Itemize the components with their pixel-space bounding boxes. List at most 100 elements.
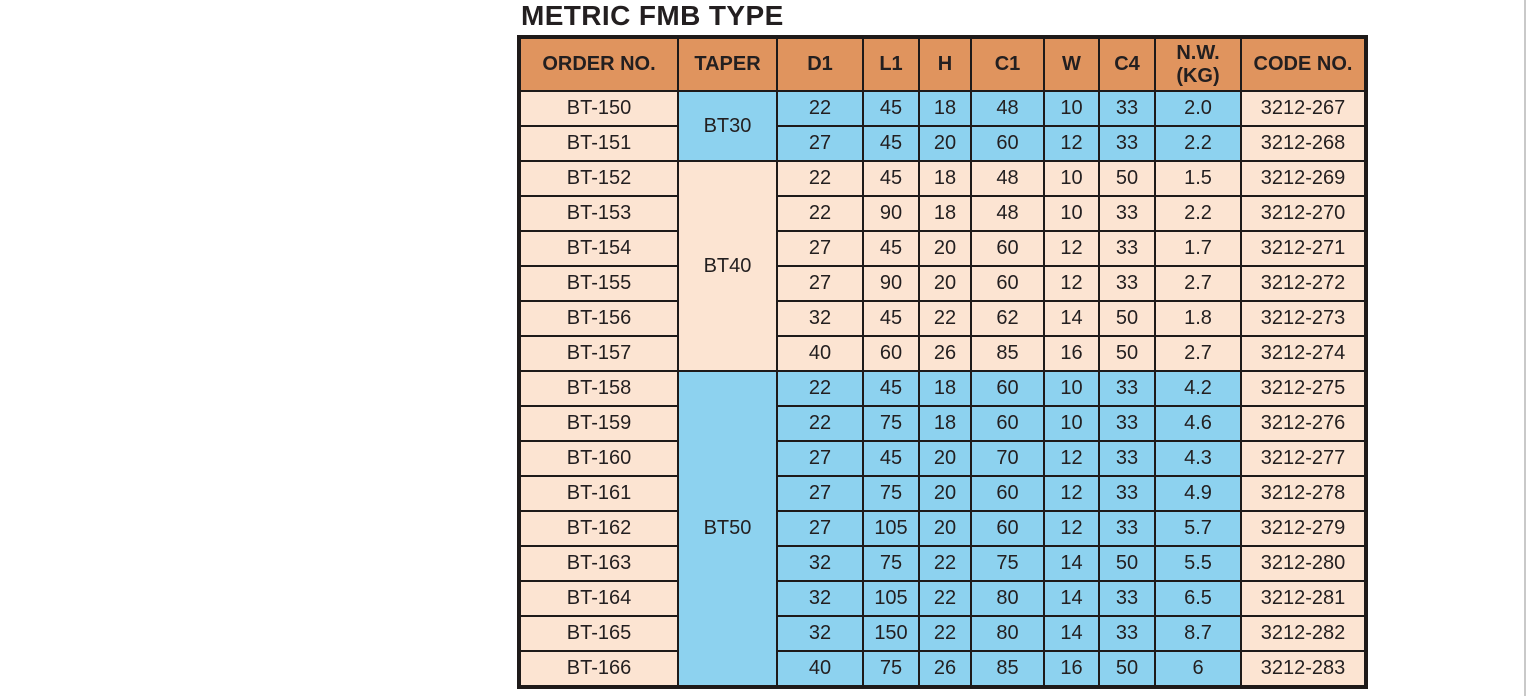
table-cell: 48 bbox=[970, 90, 1045, 127]
table-cell: 32 bbox=[776, 300, 864, 337]
table-cell: 12 bbox=[1043, 510, 1100, 547]
table-row: BT-150 BT30 22 45 18 48 10 33 2.0 3212-267 bbox=[518, 90, 1367, 162]
column-header-order-no: ORDER NO. bbox=[518, 36, 679, 92]
table-cell: 1.5 bbox=[1154, 160, 1242, 197]
code-no-cell: 3212-271 bbox=[1240, 230, 1367, 267]
table-cell: 27 bbox=[776, 125, 864, 162]
order-no-cell: BT-166 bbox=[518, 650, 679, 688]
order-no-cell: BT-162 bbox=[518, 510, 679, 547]
table-cell: 4.6 bbox=[1154, 405, 1242, 442]
table-cell: 62 bbox=[970, 300, 1045, 337]
table-cell: 10 bbox=[1043, 405, 1100, 442]
table-cell: 90 bbox=[862, 195, 920, 232]
order-no-cell: BT-160 bbox=[518, 440, 679, 477]
table-cell: 60 bbox=[862, 335, 920, 372]
table-cell: 16 bbox=[1043, 650, 1100, 688]
table-cell: 33 bbox=[1098, 125, 1156, 162]
table-cell: 8.7 bbox=[1154, 615, 1242, 652]
taper-cell: BT40 bbox=[677, 160, 778, 372]
table-row: BT-162 27 105 20 60 12 33 5.7 3212-279 bbox=[518, 510, 1367, 547]
table-cell: 14 bbox=[1043, 615, 1100, 652]
table-cell: 45 bbox=[862, 440, 920, 477]
table-row: BT-161 27 75 20 60 12 33 4.9 3212-278 bbox=[518, 475, 1367, 512]
table-cell: 60 bbox=[970, 405, 1045, 442]
table-cell: 45 bbox=[862, 125, 920, 162]
table-cell: 22 bbox=[918, 580, 972, 617]
table-cell: 4.3 bbox=[1154, 440, 1242, 477]
table-cell: 12 bbox=[1043, 125, 1100, 162]
table-cell: 14 bbox=[1043, 545, 1100, 582]
code-no-cell: 3212-277 bbox=[1240, 440, 1367, 477]
table-cell: 75 bbox=[970, 545, 1045, 582]
table-cell: 75 bbox=[862, 650, 920, 688]
table-cell: 27 bbox=[776, 230, 864, 267]
order-no-cell: BT-163 bbox=[518, 545, 679, 582]
table-cell: 60 bbox=[970, 125, 1045, 162]
table-cell: 10 bbox=[1043, 370, 1100, 407]
column-header-nw-kg: N.W. (KG) bbox=[1154, 36, 1242, 92]
table-cell: 105 bbox=[862, 580, 920, 617]
table-body: BT-150 BT30 22 45 18 48 10 33 2.0 3212-267 BT-151 2… bbox=[518, 90, 1367, 688]
column-header-h: H bbox=[918, 36, 972, 92]
taper-cell: BT30 bbox=[677, 90, 778, 162]
table-cell: 10 bbox=[1043, 90, 1100, 127]
table-cell: 22 bbox=[918, 300, 972, 337]
table-cell: 16 bbox=[1043, 335, 1100, 372]
taper-cell: BT50 bbox=[677, 370, 778, 688]
table-cell: 85 bbox=[970, 650, 1045, 688]
table-cell: 60 bbox=[970, 475, 1045, 512]
code-no-cell: 3212-280 bbox=[1240, 545, 1367, 582]
table-cell: 5.5 bbox=[1154, 545, 1242, 582]
table-cell: 14 bbox=[1043, 300, 1100, 337]
code-no-cell: 3212-278 bbox=[1240, 475, 1367, 512]
table-cell: 50 bbox=[1098, 160, 1156, 197]
table-cell: 33 bbox=[1098, 370, 1156, 407]
metric-fmb-table: ORDER NO. TAPER D1 L1 H C1 W C4 N.W. (KG… bbox=[517, 35, 1368, 689]
order-no-cell: BT-159 bbox=[518, 405, 679, 442]
table-row: BT-159 22 75 18 60 10 33 4.6 3212-276 bbox=[518, 405, 1367, 442]
code-no-cell: 3212-270 bbox=[1240, 195, 1367, 232]
code-no-cell: 3212-269 bbox=[1240, 160, 1367, 197]
table-cell: 27 bbox=[776, 475, 864, 512]
table-cell: 4.2 bbox=[1154, 370, 1242, 407]
table-cell: 33 bbox=[1098, 90, 1156, 127]
table-cell: 33 bbox=[1098, 195, 1156, 232]
table-cell: 32 bbox=[776, 545, 864, 582]
table-cell: 20 bbox=[918, 440, 972, 477]
table-row: BT-157 40 60 26 85 16 50 2.7 3212-274 bbox=[518, 335, 1367, 372]
order-no-cell: BT-151 bbox=[518, 125, 679, 162]
table-cell: 12 bbox=[1043, 440, 1100, 477]
order-no-cell: BT-156 bbox=[518, 300, 679, 337]
table-cell: 45 bbox=[862, 300, 920, 337]
table-cell: 26 bbox=[918, 335, 972, 372]
code-no-cell: 3212-274 bbox=[1240, 335, 1367, 372]
table-cell: 12 bbox=[1043, 475, 1100, 512]
table-cell: 45 bbox=[862, 230, 920, 267]
table-cell: 20 bbox=[918, 510, 972, 547]
code-no-cell: 3212-279 bbox=[1240, 510, 1367, 547]
table-cell: 14 bbox=[1043, 580, 1100, 617]
order-no-cell: BT-153 bbox=[518, 195, 679, 232]
table-row: BT-164 32 105 22 80 14 33 6.5 3212-281 bbox=[518, 580, 1367, 617]
table-cell: 27 bbox=[776, 440, 864, 477]
table-cell: 20 bbox=[918, 475, 972, 512]
order-no-cell: BT-157 bbox=[518, 335, 679, 372]
table-cell: 50 bbox=[1098, 545, 1156, 582]
code-no-cell: 3212-276 bbox=[1240, 405, 1367, 442]
table-cell: 33 bbox=[1098, 230, 1156, 267]
table-cell: 60 bbox=[970, 230, 1045, 267]
order-no-cell: BT-165 bbox=[518, 615, 679, 652]
column-header-c4: C4 bbox=[1098, 36, 1156, 92]
table-cell: 33 bbox=[1098, 475, 1156, 512]
table-cell: 1.8 bbox=[1154, 300, 1242, 337]
table-cell: 80 bbox=[970, 580, 1045, 617]
table-cell: 2.2 bbox=[1154, 195, 1242, 232]
table-cell: 75 bbox=[862, 405, 920, 442]
table-cell: 18 bbox=[918, 195, 972, 232]
page-title: METRIC FMB TYPE bbox=[521, 0, 784, 31]
table-cell: 32 bbox=[776, 580, 864, 617]
table-cell: 22 bbox=[776, 160, 864, 197]
order-no-cell: BT-164 bbox=[518, 580, 679, 617]
table-row: BT-152 BT40 22 45 18 48 10 50 1.5 3212-269 bbox=[518, 160, 1367, 372]
